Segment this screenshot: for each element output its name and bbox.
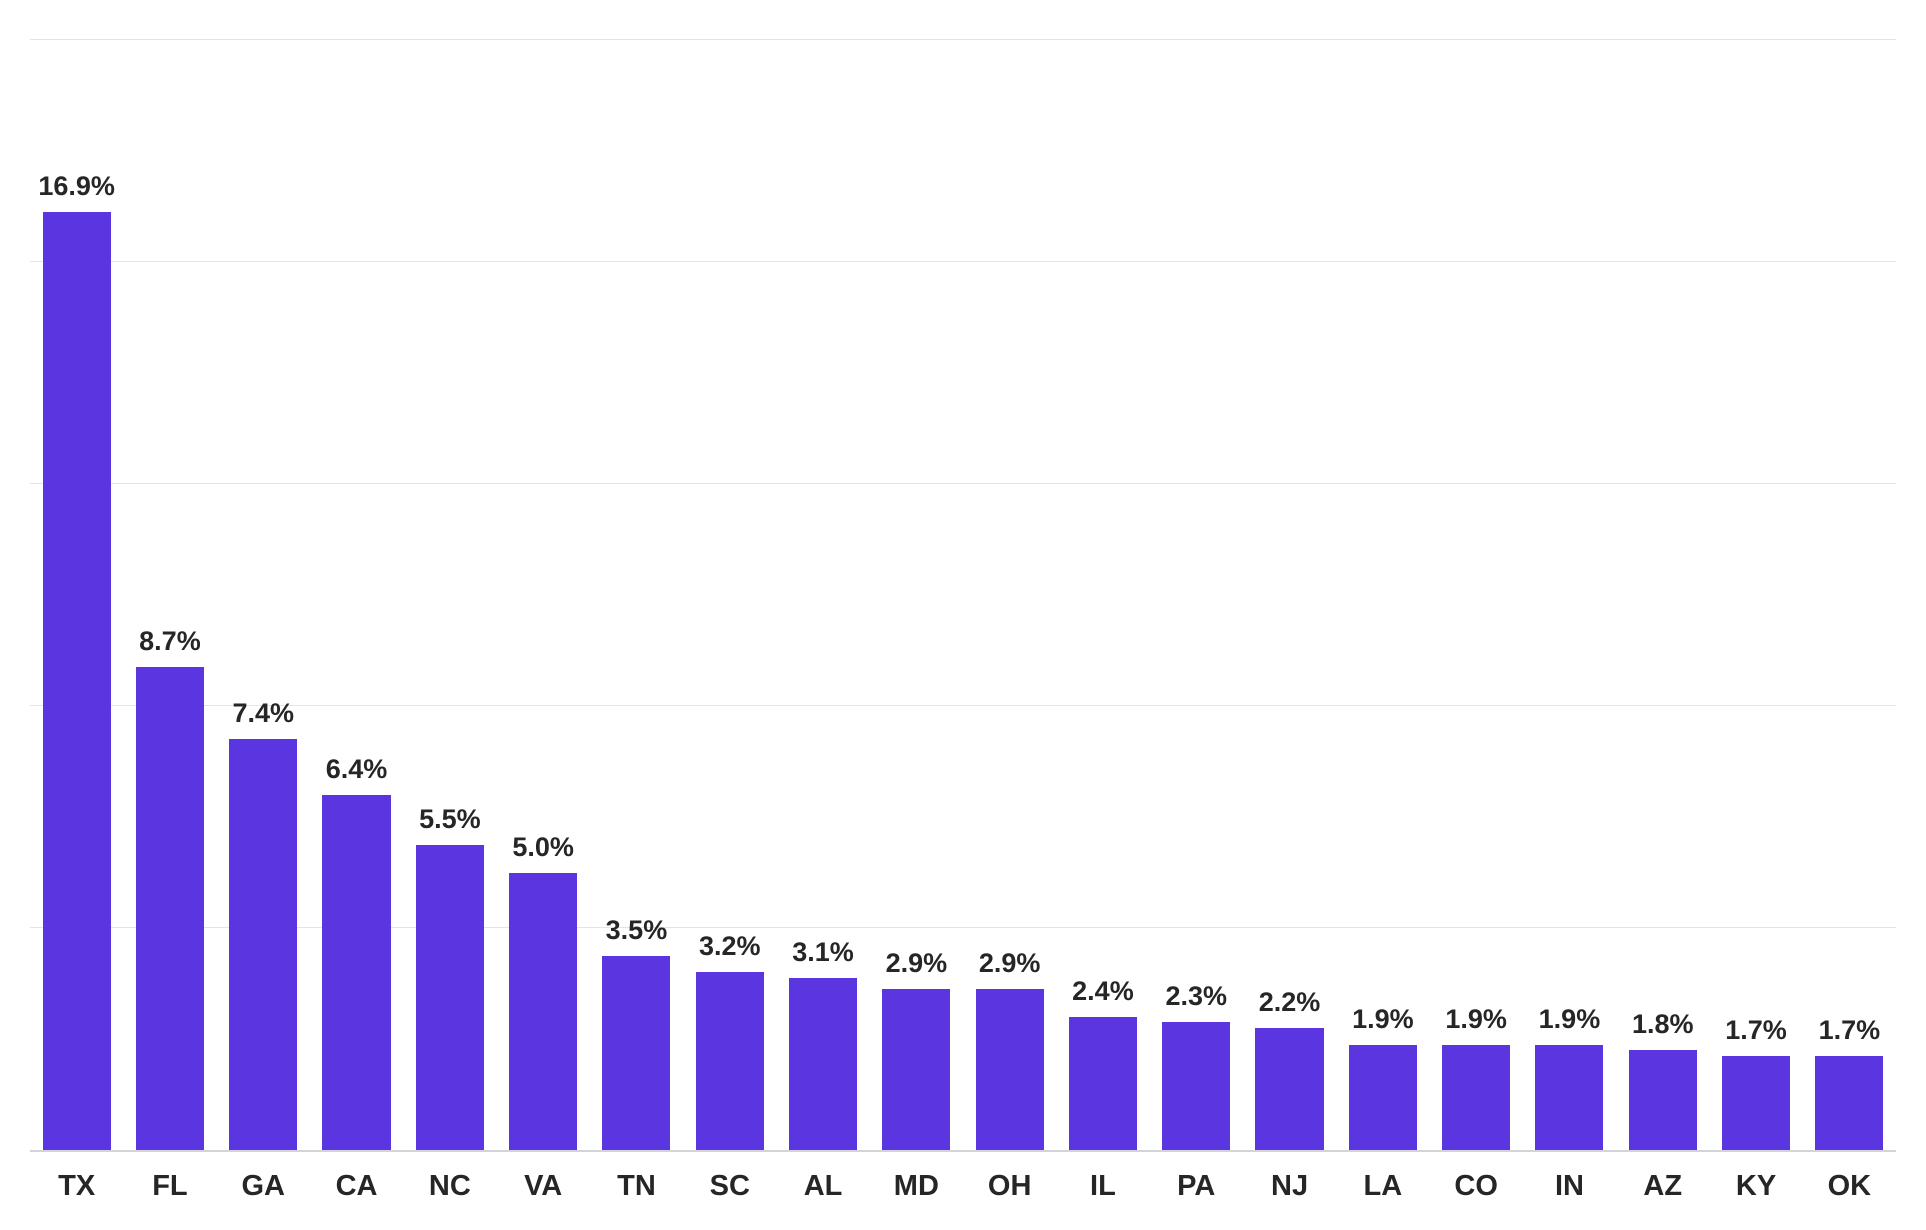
x-tick-label: OH (988, 1170, 1032, 1203)
x-tick-label: AZ (1643, 1170, 1682, 1203)
bar-value-label: 1.9% (1539, 1004, 1601, 1035)
bar-value-label: 16.9% (38, 171, 115, 202)
bar-value-label: 3.1% (792, 937, 854, 968)
x-tick-label: FL (152, 1170, 187, 1203)
x-tick-label: CO (1454, 1170, 1498, 1203)
bar-value-label: 3.2% (699, 931, 761, 962)
bar-AZ (1629, 1050, 1697, 1150)
bar-value-label: 5.5% (419, 804, 481, 835)
bar-OK (1815, 1056, 1883, 1150)
bar-CO (1442, 1045, 1510, 1150)
bar-NC (416, 845, 484, 1150)
bar-value-label: 6.4% (326, 754, 388, 785)
bar-KY (1722, 1056, 1790, 1150)
x-tick-label: GA (242, 1170, 286, 1203)
bar-value-label: 2.9% (979, 948, 1041, 979)
bar-value-label: 3.5% (606, 915, 668, 946)
bar-SC (696, 972, 764, 1150)
bar-value-label: 2.4% (1072, 976, 1134, 1007)
bar-value-label: 5.0% (512, 832, 574, 863)
bar-chart: 16.9% 8.7% 7.4% 6.4% 5.5% 5.0% 3.5% 3.2% 3.1% 2.9… (0, 0, 1926, 1230)
bar-value-label: 8.7% (139, 626, 201, 657)
bar-value-label: 1.8% (1632, 1009, 1694, 1040)
bar-value-label: 2.2% (1259, 987, 1321, 1018)
bar-NJ (1255, 1028, 1323, 1150)
bar-LA (1349, 1045, 1417, 1150)
x-tick-label: TX (58, 1170, 95, 1203)
gridline (30, 39, 1896, 40)
gridline (30, 483, 1896, 484)
x-tick-label: KY (1736, 1170, 1776, 1203)
x-tick-label: LA (1364, 1170, 1403, 1203)
x-tick-label: PA (1177, 1170, 1215, 1203)
bar-IN (1535, 1045, 1603, 1150)
x-tick-label: OK (1828, 1170, 1872, 1203)
bar-MD (882, 989, 950, 1150)
bar-GA (229, 739, 297, 1150)
bar-FL (136, 667, 204, 1150)
bar-value-label: 1.7% (1819, 1015, 1881, 1046)
x-tick-label: IL (1090, 1170, 1116, 1203)
x-tick-label: CA (336, 1170, 378, 1203)
bar-value-label: 7.4% (232, 698, 294, 729)
bar-value-label: 1.7% (1725, 1015, 1787, 1046)
bar-PA (1162, 1022, 1230, 1150)
bar-IL (1069, 1017, 1137, 1150)
gridline (30, 927, 1896, 928)
x-tick-label: MD (894, 1170, 939, 1203)
bar-CA (322, 795, 390, 1150)
gridline (30, 705, 1896, 706)
bar-value-label: 1.9% (1352, 1004, 1414, 1035)
bar-value-label: 2.9% (886, 948, 948, 979)
x-tick-label: VA (524, 1170, 562, 1203)
x-tick-label: SC (710, 1170, 750, 1203)
gridline (30, 261, 1896, 262)
x-tick-label: AL (804, 1170, 843, 1203)
x-tick-label: NJ (1271, 1170, 1308, 1203)
bar-AL (789, 978, 857, 1150)
x-tick-label: TN (617, 1170, 656, 1203)
x-tick-label: IN (1555, 1170, 1584, 1203)
bar-TN (602, 956, 670, 1150)
bar-TX (43, 212, 111, 1150)
bar-value-label: 2.3% (1165, 981, 1227, 1012)
plot-area: 16.9% 8.7% 7.4% 6.4% 5.5% 5.0% 3.5% 3.2% 3.1% 2.9… (30, 40, 1896, 1152)
bar-value-label: 1.9% (1445, 1004, 1507, 1035)
bar-OH (976, 989, 1044, 1150)
bar-VA (509, 873, 577, 1151)
x-tick-label: NC (429, 1170, 471, 1203)
